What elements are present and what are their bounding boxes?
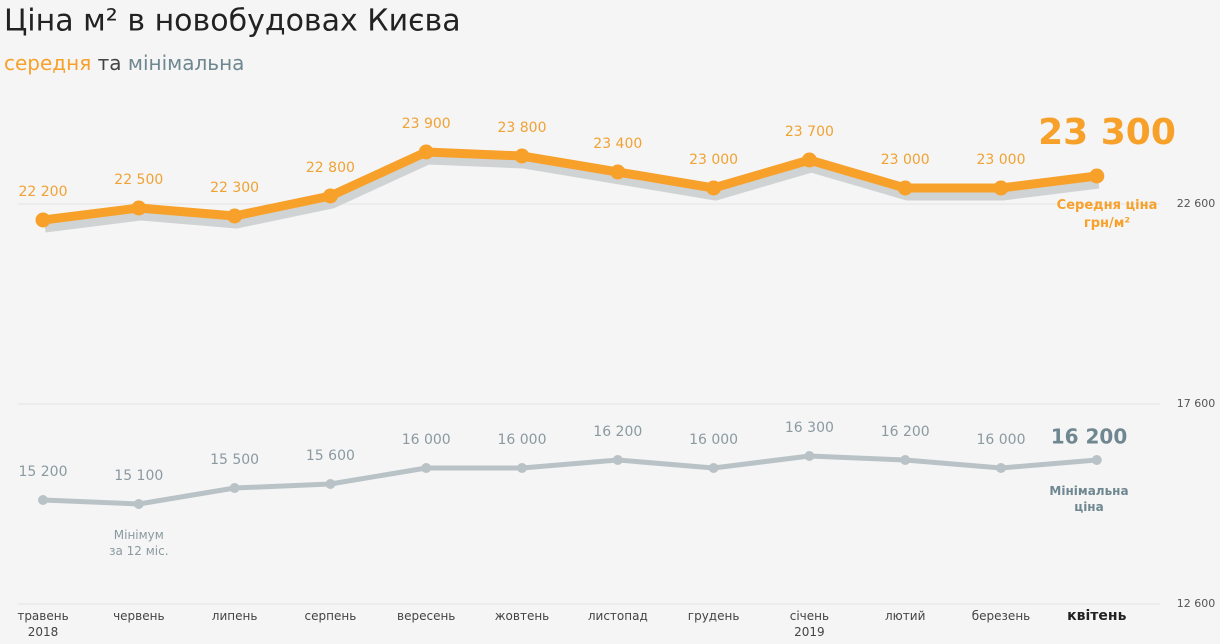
subtitle-part: середня bbox=[4, 51, 91, 75]
value-label: 23 400 bbox=[593, 136, 642, 152]
point bbox=[706, 180, 722, 196]
x-tick-label: грудень bbox=[688, 609, 740, 623]
point bbox=[325, 479, 336, 489]
value-label: 23 000 bbox=[977, 152, 1026, 168]
value-label: 22 300 bbox=[210, 180, 259, 196]
point bbox=[38, 495, 48, 505]
point bbox=[900, 455, 911, 465]
chart-subtitle: середня та мінімальна bbox=[4, 51, 244, 75]
point bbox=[322, 188, 338, 204]
series-label: Мінімальна ціна bbox=[1049, 484, 1128, 514]
point bbox=[610, 164, 626, 180]
x-tick-label: жовтень bbox=[495, 609, 550, 623]
x-tick-label: травень 2018 bbox=[17, 609, 68, 639]
value-label: 16 200 bbox=[1051, 425, 1128, 449]
point bbox=[517, 463, 527, 473]
point bbox=[804, 451, 815, 461]
x-tick-label: листопад bbox=[588, 609, 648, 623]
value-label: 16 000 bbox=[689, 432, 738, 448]
value-label: 16 200 bbox=[593, 424, 642, 440]
point bbox=[612, 455, 623, 465]
value-label: 15 100 bbox=[114, 468, 163, 484]
value-label: 16 000 bbox=[402, 432, 451, 448]
value-label: 22 800 bbox=[306, 160, 355, 176]
point bbox=[133, 499, 144, 509]
point bbox=[1091, 455, 1102, 465]
value-label: 23 900 bbox=[402, 116, 451, 132]
x-tick-label: березень bbox=[972, 609, 1030, 623]
value-label: 16 200 bbox=[881, 424, 930, 440]
subtitle-part: мінімальна bbox=[128, 51, 245, 75]
value-label: 16 000 bbox=[498, 432, 547, 448]
value-label: 15 200 bbox=[19, 464, 68, 480]
point bbox=[418, 144, 434, 160]
y-tick-label: 22 600 bbox=[1177, 197, 1216, 210]
series-label: Середня ціна грн/м² bbox=[1057, 198, 1158, 231]
line-shadow bbox=[44, 155, 1100, 233]
x-tick-label: червень bbox=[113, 609, 164, 623]
x-tick-label: квітень bbox=[1067, 608, 1126, 624]
x-tick-label: серпень bbox=[305, 609, 357, 623]
y-tick-label: 17 600 bbox=[1177, 397, 1216, 410]
point bbox=[35, 212, 51, 228]
point bbox=[708, 463, 719, 473]
series-line bbox=[40, 453, 1100, 507]
value-label: 15 600 bbox=[306, 448, 355, 464]
value-label: 16 300 bbox=[785, 420, 834, 436]
point bbox=[993, 180, 1009, 196]
x-tick-label: липень bbox=[212, 609, 258, 623]
x-tick-label: січень 2019 bbox=[790, 609, 829, 639]
value-label: 22 500 bbox=[114, 172, 163, 188]
point bbox=[229, 483, 240, 493]
point bbox=[1089, 168, 1105, 184]
value-label: 23 700 bbox=[785, 124, 834, 140]
x-tick-label: лютий bbox=[885, 609, 925, 623]
series-line bbox=[38, 147, 1102, 225]
point bbox=[421, 463, 432, 473]
value-label: 23 800 bbox=[498, 120, 547, 136]
point bbox=[227, 208, 243, 224]
point bbox=[897, 180, 913, 196]
subtitle-part: та bbox=[98, 51, 122, 75]
x-tick-label: вересень bbox=[397, 609, 455, 623]
annotation: Мінімум за 12 міс. bbox=[109, 528, 168, 558]
value-label: 22 200 bbox=[19, 184, 68, 200]
value-label: 16 000 bbox=[977, 432, 1026, 448]
point bbox=[801, 152, 817, 168]
chart-title: Ціна м² в новобудовах Києва bbox=[4, 4, 461, 39]
value-label: 23 300 bbox=[1038, 112, 1176, 153]
value-label: 23 000 bbox=[689, 152, 738, 168]
point bbox=[996, 463, 1006, 473]
value-label: 15 500 bbox=[210, 452, 259, 468]
point bbox=[131, 200, 147, 216]
value-label: 23 000 bbox=[881, 152, 930, 168]
point bbox=[514, 148, 530, 164]
y-tick-label: 12 600 bbox=[1177, 597, 1216, 610]
